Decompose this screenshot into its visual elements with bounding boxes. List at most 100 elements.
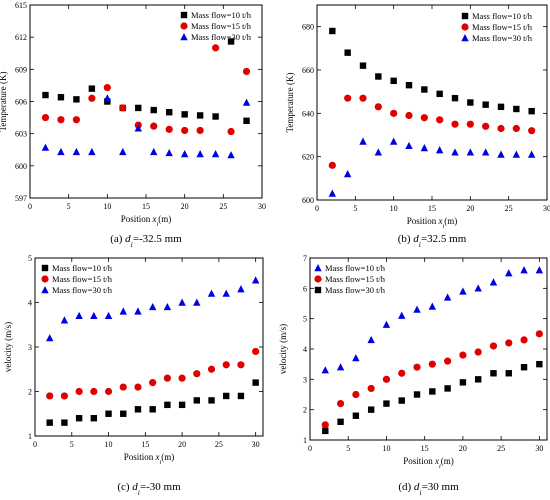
x-tick: 10 bbox=[103, 202, 111, 211]
data-point bbox=[321, 421, 329, 429]
data-point bbox=[88, 94, 96, 102]
y-tick-label: 4 bbox=[28, 299, 32, 308]
data-point bbox=[451, 94, 459, 102]
data-point bbox=[420, 144, 429, 152]
panel-caption: (a) di=-32.5 mm bbox=[110, 233, 182, 249]
legend-label: Mass flow=30 t/h bbox=[325, 285, 386, 295]
data-point bbox=[208, 397, 215, 404]
data-point bbox=[489, 278, 498, 286]
data-point bbox=[505, 269, 513, 277]
data-point bbox=[459, 351, 467, 359]
data-point bbox=[374, 148, 383, 156]
data-point bbox=[322, 427, 329, 435]
data-point bbox=[163, 302, 172, 311]
x-tick-label: 15 bbox=[421, 444, 429, 453]
legend-label: Mass flow=15 t/h bbox=[325, 274, 386, 284]
data-point bbox=[405, 111, 413, 120]
y-tick: 615 bbox=[15, 1, 27, 10]
x-tick-label: 20 bbox=[459, 444, 467, 453]
legend-marker bbox=[314, 264, 322, 272]
x-tick: 30 bbox=[535, 444, 543, 453]
series-3 bbox=[46, 276, 260, 342]
data-point bbox=[61, 419, 68, 426]
data-point bbox=[75, 387, 83, 396]
y-axis-title: Temperature (K) bbox=[0, 71, 8, 131]
x-axis-title-suffix: (m) bbox=[161, 452, 174, 462]
data-point bbox=[505, 370, 512, 377]
x-tick-label: 0 bbox=[308, 444, 312, 453]
x-tick-label: 15 bbox=[141, 440, 149, 449]
y-tick: 640 bbox=[302, 109, 314, 118]
data-point bbox=[444, 385, 451, 392]
y-tick: 680 bbox=[302, 23, 314, 32]
data-point bbox=[536, 360, 543, 368]
y-tick-label: 600 bbox=[302, 196, 314, 205]
data-point bbox=[72, 116, 80, 124]
data-point bbox=[181, 111, 188, 118]
y-tick-label: 680 bbox=[302, 23, 314, 32]
data-point bbox=[90, 311, 98, 320]
x-tick-label: 5 bbox=[67, 202, 71, 211]
data-point bbox=[489, 342, 498, 350]
data-point bbox=[359, 62, 367, 69]
data-point bbox=[134, 406, 142, 413]
legend-label: Mass flow=15 t/h bbox=[472, 22, 533, 32]
data-point bbox=[237, 285, 245, 293]
data-point bbox=[119, 383, 127, 391]
x-tick-label: 5 bbox=[346, 444, 350, 453]
y-tick-label: 3 bbox=[28, 343, 32, 352]
data-point bbox=[382, 320, 391, 328]
x-axis-title-variable: x bbox=[152, 214, 157, 224]
series-1 bbox=[42, 38, 250, 124]
data-point bbox=[398, 311, 406, 319]
data-point bbox=[243, 117, 250, 124]
data-point bbox=[196, 150, 204, 158]
data-point bbox=[375, 73, 382, 80]
data-point bbox=[512, 150, 521, 158]
data-point bbox=[352, 390, 360, 399]
data-point bbox=[359, 94, 367, 102]
data-point bbox=[104, 387, 113, 396]
panel-caption-suffix: =32.5 mm bbox=[421, 233, 467, 245]
panel-caption-variable: d bbox=[413, 233, 419, 245]
x-tick: 10 bbox=[105, 440, 113, 449]
data-point bbox=[57, 94, 65, 101]
y-tick: 1 bbox=[303, 436, 307, 445]
data-point bbox=[520, 336, 528, 344]
data-point bbox=[222, 289, 230, 297]
data-point bbox=[420, 114, 428, 122]
y-tick: 2 bbox=[303, 406, 307, 415]
x-tick: 20 bbox=[181, 202, 189, 211]
x-tick-label: 10 bbox=[390, 204, 398, 213]
panel-caption: (b) di=32.5 mm bbox=[398, 233, 467, 249]
data-point bbox=[252, 379, 259, 386]
data-point bbox=[481, 148, 490, 156]
data-point bbox=[367, 335, 375, 344]
data-point bbox=[237, 392, 245, 400]
y-tick: 5 bbox=[28, 254, 32, 263]
data-point bbox=[150, 122, 158, 130]
y-tick: 1 bbox=[28, 432, 32, 441]
data-point bbox=[352, 412, 360, 419]
y-tick-label: 1 bbox=[303, 436, 307, 445]
data-point bbox=[72, 147, 81, 156]
series-1 bbox=[321, 266, 544, 374]
data-point bbox=[163, 374, 171, 382]
series-1 bbox=[46, 379, 259, 426]
y-tick-label: 2 bbox=[28, 388, 32, 397]
x-axis-title-prefix: Position bbox=[124, 452, 156, 462]
data-point bbox=[90, 415, 98, 422]
legend-marker bbox=[41, 264, 49, 272]
series-3 bbox=[322, 360, 543, 435]
x-axis-title-prefix: Position bbox=[407, 216, 439, 226]
data-point bbox=[466, 120, 474, 128]
data-point bbox=[490, 370, 497, 377]
data-point bbox=[237, 361, 245, 369]
y-tick-label: 603 bbox=[15, 130, 27, 139]
data-point bbox=[57, 116, 65, 124]
data-point bbox=[520, 266, 528, 274]
x-tick-label: 20 bbox=[466, 204, 474, 213]
panel-caption-variable: d bbox=[414, 481, 420, 493]
y-tick-label: 7 bbox=[303, 254, 307, 263]
